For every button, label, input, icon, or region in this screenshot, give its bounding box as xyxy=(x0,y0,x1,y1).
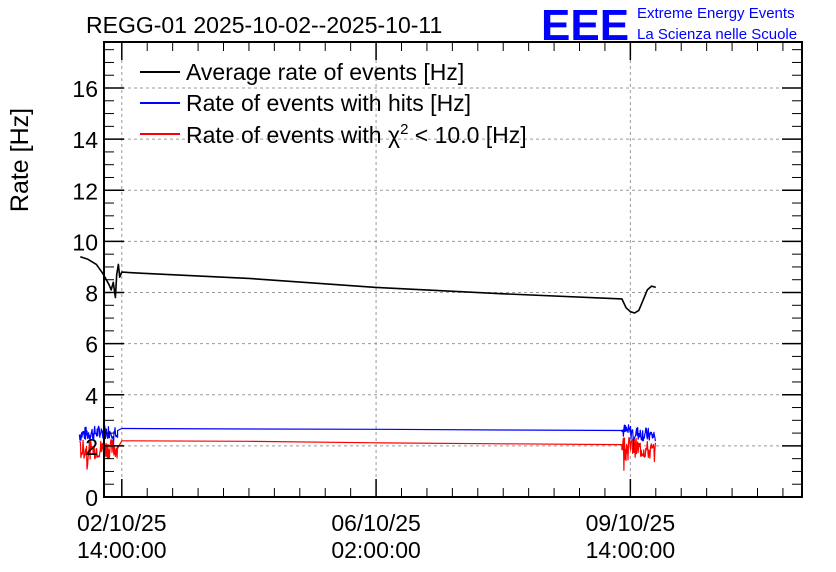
y-tick-label: 16 xyxy=(72,76,98,102)
x-tick-date-label: 09/10/25 xyxy=(586,510,676,536)
x-tick-date-label: 02/10/25 xyxy=(77,510,167,536)
series-layer xyxy=(78,255,657,471)
y-tick-label: 2 xyxy=(85,434,98,460)
legend-chi2-suffix: < 10.0 [Hz] xyxy=(408,122,526,148)
logo-line-2: La Scienza nelle Scuole xyxy=(637,26,797,43)
series-line-1 xyxy=(78,424,656,453)
eee-logo: EEE Extreme Energy Events La Scienza nel… xyxy=(541,1,797,50)
legend-chi2-prefix: Rate of events with xyxy=(186,122,388,148)
chart-title: REGG-01 2025-10-02--2025-10-11 xyxy=(86,12,442,38)
logo-line-1: Extreme Energy Events xyxy=(637,5,795,22)
legend-label-chi2: Rate of events with χ2 < 10.0 [Hz] xyxy=(186,121,527,148)
y-tick-label: 10 xyxy=(72,229,98,255)
y-axis-label: Rate [Hz] xyxy=(6,108,34,212)
grid-lines xyxy=(104,42,802,497)
legend-label-hits: Rate of events with hits [Hz] xyxy=(186,90,471,116)
axis-tick-labels: 024681012141602/10/2514:00:0006/10/2502:… xyxy=(72,76,675,563)
y-tick-label: 8 xyxy=(85,281,98,307)
y-tick-label: 4 xyxy=(85,383,98,409)
axis-ticks xyxy=(104,42,802,498)
y-tick-label: 14 xyxy=(72,127,98,153)
y-tick-label: 6 xyxy=(85,332,98,358)
x-tick-date-label: 06/10/25 xyxy=(331,510,421,536)
plot-frame xyxy=(103,41,803,498)
legend-chi2-superscript: 2 xyxy=(400,121,408,138)
x-tick-time-label: 14:00:00 xyxy=(77,537,167,563)
series-line-2 xyxy=(79,436,656,471)
x-tick-time-label: 02:00:00 xyxy=(331,537,421,563)
y-tick-label: 12 xyxy=(72,178,98,204)
x-tick-time-label: 14:00:00 xyxy=(586,537,676,563)
legend-chi2-symbol: χ xyxy=(388,122,400,148)
series-line-0 xyxy=(80,255,657,314)
legend-label-average: Average rate of events [Hz] xyxy=(186,59,464,85)
y-tick-label: 0 xyxy=(85,485,98,511)
legend: Average rate of events [Hz] Rate of even… xyxy=(140,59,527,148)
